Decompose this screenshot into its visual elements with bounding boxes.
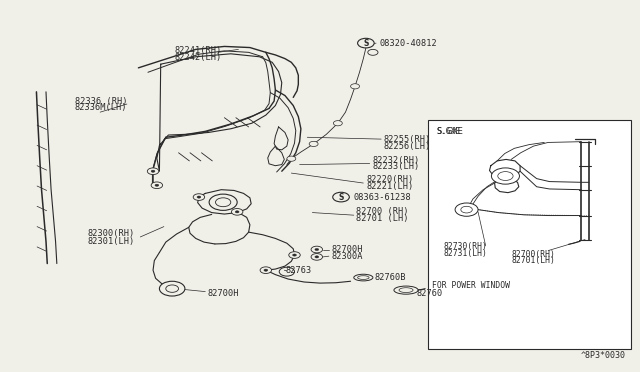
Circle shape bbox=[236, 211, 239, 213]
Circle shape bbox=[147, 168, 159, 174]
Text: 82731(LH): 82731(LH) bbox=[444, 249, 488, 258]
Text: S: S bbox=[363, 39, 369, 48]
Text: 82300A: 82300A bbox=[332, 252, 363, 261]
Text: 82763: 82763 bbox=[285, 266, 312, 275]
Circle shape bbox=[151, 182, 163, 189]
Text: 82256(LH): 82256(LH) bbox=[384, 142, 431, 151]
Text: 08363-61238: 08363-61238 bbox=[353, 193, 411, 202]
Text: S: S bbox=[339, 193, 344, 202]
Circle shape bbox=[368, 49, 378, 55]
Circle shape bbox=[333, 192, 349, 202]
Circle shape bbox=[289, 252, 300, 259]
Text: 82301(LH): 82301(LH) bbox=[88, 237, 134, 246]
Ellipse shape bbox=[354, 274, 373, 281]
Text: 82241(RH): 82241(RH) bbox=[175, 46, 222, 55]
Circle shape bbox=[260, 267, 271, 273]
Circle shape bbox=[311, 254, 323, 260]
Text: 82700H: 82700H bbox=[207, 289, 239, 298]
Text: 82700(RH): 82700(RH) bbox=[511, 250, 555, 259]
Text: S.GXE: S.GXE bbox=[436, 127, 463, 136]
Circle shape bbox=[333, 121, 342, 126]
Circle shape bbox=[315, 248, 319, 251]
Text: 82300(RH): 82300(RH) bbox=[88, 230, 134, 238]
Text: FOR POWER WINDOW: FOR POWER WINDOW bbox=[432, 281, 510, 290]
Text: 82242(LH): 82242(LH) bbox=[175, 53, 222, 62]
Text: 82232(RH): 82232(RH) bbox=[372, 155, 419, 165]
Text: 82701(LH): 82701(LH) bbox=[511, 256, 555, 265]
Text: 82760B: 82760B bbox=[374, 273, 406, 282]
Circle shape bbox=[155, 184, 159, 186]
Text: 82701 (LH): 82701 (LH) bbox=[356, 214, 409, 223]
Circle shape bbox=[351, 84, 360, 89]
Circle shape bbox=[159, 281, 185, 296]
FancyBboxPatch shape bbox=[428, 120, 631, 349]
Text: 82255(RH): 82255(RH) bbox=[384, 135, 431, 144]
Circle shape bbox=[209, 194, 237, 211]
Text: 82220(RH): 82220(RH) bbox=[367, 175, 414, 184]
Circle shape bbox=[492, 168, 520, 184]
Text: S.GXE: S.GXE bbox=[436, 127, 461, 136]
Circle shape bbox=[197, 196, 201, 198]
Circle shape bbox=[358, 38, 374, 48]
Text: 82760: 82760 bbox=[416, 289, 442, 298]
Circle shape bbox=[311, 246, 323, 253]
Circle shape bbox=[287, 156, 296, 161]
Circle shape bbox=[232, 209, 243, 215]
Circle shape bbox=[455, 203, 478, 216]
Text: 82336 (RH): 82336 (RH) bbox=[75, 97, 127, 106]
Text: 82700H: 82700H bbox=[332, 245, 363, 254]
Text: 08320-40812: 08320-40812 bbox=[380, 39, 437, 48]
Text: 82221(LH): 82221(LH) bbox=[367, 182, 414, 191]
Text: ^8P3*0030: ^8P3*0030 bbox=[581, 351, 626, 360]
Circle shape bbox=[193, 194, 205, 201]
Circle shape bbox=[264, 269, 268, 271]
Text: 82233(LH): 82233(LH) bbox=[372, 162, 419, 171]
Circle shape bbox=[309, 141, 318, 147]
Circle shape bbox=[292, 254, 296, 256]
Text: 82730(RH): 82730(RH) bbox=[444, 243, 488, 251]
Circle shape bbox=[315, 256, 319, 258]
Circle shape bbox=[151, 170, 155, 172]
Text: 82700 (RH): 82700 (RH) bbox=[356, 207, 409, 217]
Ellipse shape bbox=[394, 286, 418, 294]
Text: 82336M(LH): 82336M(LH) bbox=[75, 103, 127, 112]
